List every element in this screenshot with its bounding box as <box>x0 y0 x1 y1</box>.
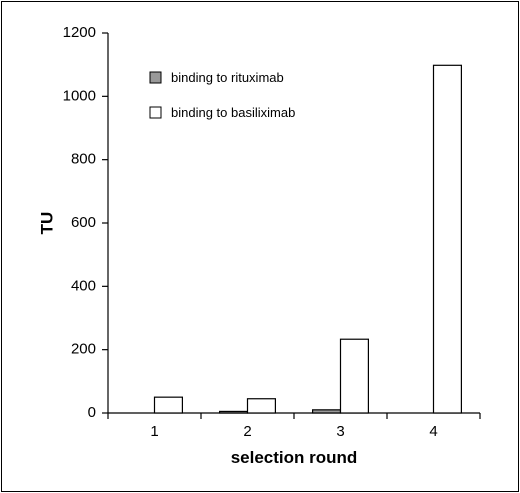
bars <box>153 64 462 414</box>
legend-label-rituximab: binding to rituximab <box>171 70 284 85</box>
x-tick-label: 2 <box>243 423 251 440</box>
x-tick-label: 1 <box>150 423 158 440</box>
y-tick-label: 200 <box>71 341 96 358</box>
x-tick-label: 3 <box>336 423 344 440</box>
y-tick-label: 1200 <box>63 24 96 41</box>
bar-basiliximab-round-4 <box>432 64 462 414</box>
y-tick-label: 400 <box>71 277 96 294</box>
x-axis-title: selection round <box>231 448 358 467</box>
bar-basiliximab-round-1 <box>153 396 183 414</box>
legend-swatch-basiliximab <box>149 106 162 119</box>
y-tick-label: 800 <box>71 151 96 168</box>
y-axis-title: TU <box>37 212 56 235</box>
y-tick-label: 600 <box>71 214 96 231</box>
bar-rituximab-round-2 <box>219 410 249 414</box>
bar-basiliximab-round-3 <box>339 338 369 414</box>
x-ticks: 1 2 3 4 <box>107 413 481 440</box>
y-tick-label: 1000 <box>63 87 96 104</box>
y-ticks: 0 200 400 600 800 1000 1200 <box>63 24 108 421</box>
legend-label-basiliximab: binding to basiliximab <box>171 105 295 120</box>
legend-swatch-rituximab <box>149 71 162 84</box>
legend: binding to rituximab binding to basilixi… <box>149 70 295 120</box>
y-tick-label: 0 <box>88 404 96 421</box>
axes <box>107 33 480 414</box>
bar-basiliximab-round-2 <box>246 398 276 414</box>
bar-rituximab-round-3 <box>312 409 342 414</box>
x-tick-label: 4 <box>429 423 437 440</box>
